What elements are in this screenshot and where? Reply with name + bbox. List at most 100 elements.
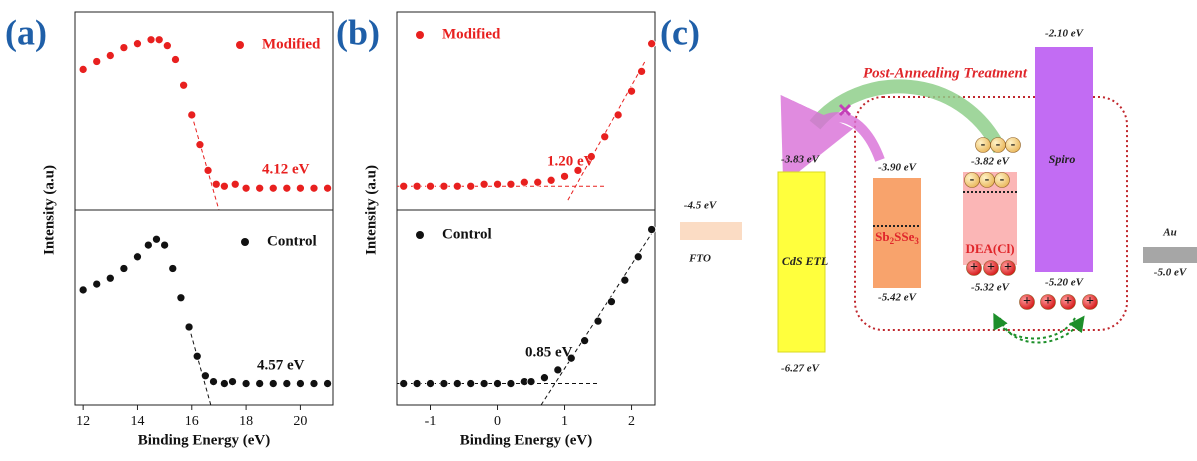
x-tick-label: 1 bbox=[561, 414, 568, 429]
plot-frame bbox=[396, 209, 656, 406]
fit-line bbox=[188, 326, 212, 405]
energy-level: -3.83 eV bbox=[781, 154, 821, 166]
name-part: 2 bbox=[890, 236, 895, 246]
data-point bbox=[613, 110, 623, 120]
data-point bbox=[255, 379, 265, 388]
data-point bbox=[143, 240, 153, 250]
energy-level: -5.20 eV bbox=[1045, 277, 1085, 289]
data-point bbox=[479, 179, 489, 189]
au-band bbox=[1143, 247, 1197, 263]
data-point bbox=[637, 67, 646, 76]
data-point bbox=[152, 234, 161, 244]
data-point bbox=[647, 39, 656, 49]
diagram-title: Post-Annealing Treatment bbox=[863, 65, 1028, 81]
energy-level: -5.0 eV bbox=[1154, 267, 1188, 279]
carrier-symbol: - bbox=[996, 137, 1001, 152]
data-point bbox=[133, 39, 142, 49]
energy-level: -3.90 eV bbox=[878, 162, 918, 174]
carrier-symbol: - bbox=[985, 172, 990, 187]
data-point bbox=[466, 181, 476, 191]
y-axis-label: Intensity (a.u) bbox=[41, 165, 57, 255]
data-point bbox=[241, 183, 251, 193]
x-tick-label: 12 bbox=[76, 414, 90, 429]
carrier bbox=[994, 172, 1010, 188]
data-point bbox=[412, 181, 422, 191]
data-point bbox=[78, 285, 88, 295]
carrier-symbol: + bbox=[1044, 294, 1052, 309]
data-point bbox=[220, 379, 229, 388]
panel-label: (a) bbox=[5, 12, 47, 52]
data-point bbox=[268, 379, 278, 388]
data-point bbox=[533, 177, 543, 187]
data-point bbox=[323, 379, 332, 388]
data-point bbox=[201, 371, 210, 381]
energy-diagram: Post-Annealing Treatment -4.5 eV FTO -3.… bbox=[680, 28, 1197, 375]
data-point bbox=[92, 57, 102, 66]
data-point bbox=[119, 43, 129, 52]
data-point bbox=[211, 179, 221, 189]
data-point bbox=[209, 377, 218, 386]
x-tick-label: 16 bbox=[185, 414, 199, 429]
fit-line bbox=[567, 61, 646, 201]
x-tick-label: 2 bbox=[628, 414, 635, 429]
data-point bbox=[627, 86, 636, 96]
x-tick-label: -1 bbox=[425, 414, 437, 429]
data-point bbox=[133, 252, 142, 262]
data-point bbox=[479, 379, 489, 388]
energy-level: -3.82 eV bbox=[971, 156, 1011, 168]
legend-marker bbox=[236, 41, 244, 49]
data-point bbox=[168, 264, 178, 273]
name-part: SSe bbox=[894, 229, 914, 244]
data-point bbox=[78, 65, 88, 74]
cross-mark bbox=[838, 103, 852, 117]
data-point bbox=[452, 379, 462, 388]
carrier-symbol: + bbox=[970, 260, 978, 275]
data-point bbox=[282, 379, 292, 388]
data-point bbox=[506, 179, 516, 189]
energy-level: -2.10 eV bbox=[1045, 28, 1085, 40]
data-point bbox=[600, 132, 610, 142]
data-point bbox=[399, 379, 409, 388]
carrier-symbol: + bbox=[1004, 260, 1012, 275]
data-point bbox=[220, 181, 229, 191]
data-point bbox=[452, 181, 462, 191]
sb-band bbox=[873, 178, 921, 288]
fit-line bbox=[191, 114, 220, 210]
data-point bbox=[323, 183, 332, 193]
cds-band bbox=[777, 171, 826, 353]
plot-frame bbox=[74, 209, 334, 406]
layer-name: Spiro bbox=[1049, 152, 1076, 166]
data-point bbox=[241, 379, 251, 388]
data-point bbox=[493, 179, 502, 189]
data-point bbox=[268, 183, 278, 193]
energy-level: -5.32 eV bbox=[971, 282, 1011, 294]
y-axis-label: Intensity (a.u) bbox=[363, 165, 379, 255]
data-point bbox=[119, 264, 129, 273]
energy-level: -4.5 eV bbox=[684, 200, 718, 212]
data-point bbox=[560, 171, 569, 181]
data-point bbox=[296, 183, 305, 193]
carrier bbox=[983, 260, 999, 276]
energy-level: -6.27 eV bbox=[781, 363, 821, 375]
data-point bbox=[154, 35, 164, 45]
layer-name: DEA(Cl) bbox=[965, 241, 1014, 256]
data-point bbox=[105, 51, 115, 60]
data-point bbox=[506, 379, 516, 388]
data-point bbox=[412, 379, 422, 388]
data-point bbox=[586, 152, 596, 161]
legend-marker bbox=[241, 238, 249, 246]
x-axis-label: Binding Energy (eV) bbox=[460, 432, 593, 448]
annotation: 4.12 eV bbox=[262, 161, 310, 177]
data-point bbox=[540, 373, 549, 383]
fto-band bbox=[680, 222, 742, 240]
carrier bbox=[1040, 294, 1056, 310]
carrier bbox=[1000, 260, 1016, 276]
carrier-symbol: - bbox=[981, 137, 986, 152]
legend-label: Modified bbox=[262, 36, 321, 52]
data-point bbox=[105, 273, 115, 283]
data-point bbox=[439, 379, 449, 388]
name-part: Sb bbox=[875, 229, 889, 244]
data-point bbox=[580, 336, 589, 345]
x-tick-label: 0 bbox=[494, 414, 501, 429]
